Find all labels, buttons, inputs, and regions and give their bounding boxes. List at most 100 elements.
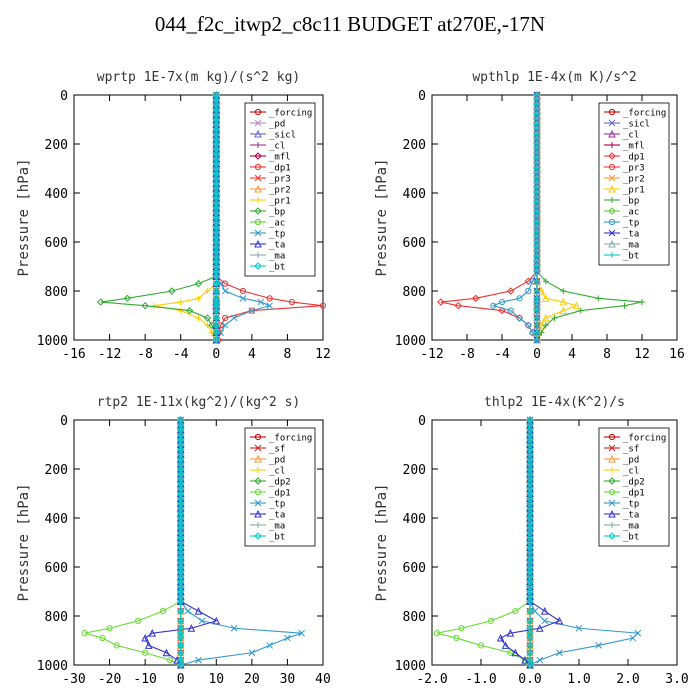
legend-entry: _sicl [269,131,296,141]
data-point [254,152,262,160]
y-axis-label: Pressure [hPa] [374,158,390,276]
data-point [609,522,615,528]
data-point [177,661,185,669]
data-point [526,607,534,615]
data-point [526,514,534,522]
legend: _forcing_sicl_cl_mfl_dp1_pr3_pr2_pr1_bp_… [598,102,670,266]
data-point [212,179,220,187]
data-point [526,592,534,601]
data-point [526,634,534,642]
data-point [142,649,149,656]
legend-entry: _bp [623,197,639,207]
data-point [177,479,185,488]
data-point [526,568,534,576]
y-tick-label: 800 [403,285,426,300]
data-point [516,295,523,302]
data-point [559,306,568,315]
data-point [177,445,185,454]
data-point [254,477,262,485]
data-point [266,302,273,310]
data-point [99,634,106,642]
data-point [454,301,462,310]
data-point [526,489,534,498]
data-point [194,606,203,615]
y-tick-label: 400 [403,512,426,527]
data-point [212,301,220,310]
data-point [221,287,229,295]
data-point [134,617,142,625]
data-point [177,624,185,632]
legend-entry: _ma [623,522,639,532]
legend-entry: _dp1 [269,489,291,499]
data-point [608,129,616,138]
series-bt [177,416,185,669]
series-dp1 [437,91,541,344]
legend-entry: _dp2 [623,478,645,488]
data-point [212,223,220,232]
legend-entry: _forcing [623,434,666,444]
data-point [609,467,615,473]
data-point [535,624,544,632]
data-point [534,314,540,321]
data-point [177,543,185,552]
x-tick-label: 40 [315,672,331,687]
data-point [151,302,158,309]
legend-entry: _ma [269,522,285,532]
y-tick-label: 1000 [395,334,426,349]
data-point [608,218,616,226]
data-point [534,307,540,314]
data-point [608,444,616,452]
data-point [608,108,616,116]
data-point [212,213,220,222]
data-point [534,337,540,343]
data-point [487,617,494,625]
legend-entry: _sicl [623,120,650,130]
data-point [526,582,534,591]
data-point [212,135,220,143]
y-tick-label: 800 [403,610,426,625]
data-point [433,630,440,637]
data-point [177,587,185,596]
data-point [608,239,616,248]
data-point [526,641,534,650]
series-pr1 [533,90,581,344]
data-point [177,426,185,434]
data-point [560,288,567,294]
data-point [177,649,185,657]
series-line [491,95,538,341]
series-line [84,420,182,666]
series-line [536,95,643,341]
x-tick-label: 20 [244,672,260,687]
data-point [526,430,534,439]
data-point [526,528,534,537]
y-tick-label: 0 [60,414,68,429]
series-pr1 [151,92,220,343]
data-point [526,499,534,508]
data-point [195,314,202,321]
data-point [96,298,105,306]
data-point [212,164,220,173]
x-tick-label: -4 [494,347,510,362]
data-point [609,252,615,258]
data-point [542,278,549,285]
data-point [177,465,185,473]
y-tick-label: 200 [403,463,426,478]
data-point [608,207,616,215]
data-point [212,91,220,99]
legend-entry: _sf [269,445,285,455]
data-point [177,470,185,478]
data-point [608,433,616,441]
data-point [212,294,220,303]
legend-entry: _bt [623,252,639,262]
plot-frame [73,94,324,341]
x-tick-label: -4 [173,347,189,362]
data-point [212,321,220,330]
data-point [177,573,185,581]
data-point [526,426,534,434]
data-point [203,314,212,322]
data-point [526,629,534,637]
data-point [526,519,534,527]
data-point [177,634,185,642]
legend-entry: _tp [269,500,285,510]
data-point [458,625,465,632]
